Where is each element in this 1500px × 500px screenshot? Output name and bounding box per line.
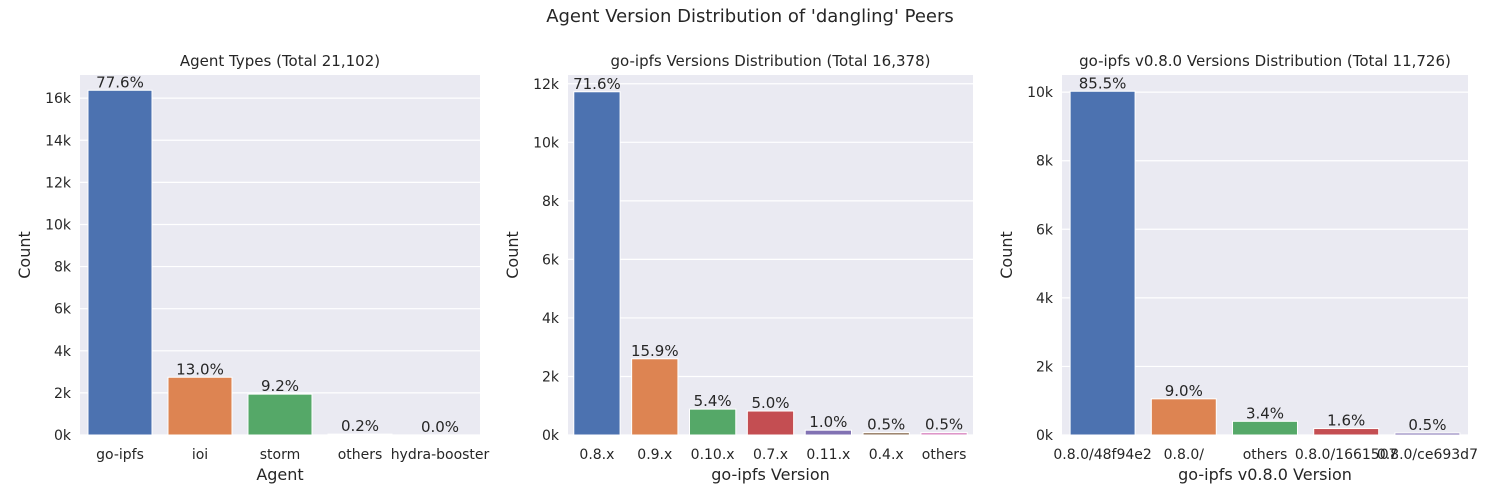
xtick-label: 0.8.0/1661507 xyxy=(1295,447,1398,463)
ytick-label: 6k xyxy=(54,302,72,318)
x-axis-label: go-ipfs v0.8.0 Version xyxy=(1178,465,1352,484)
bar-others xyxy=(1232,420,1298,436)
bar-ioi xyxy=(167,376,233,436)
xtick-label: others xyxy=(922,447,967,463)
bar-percent-label: 15.9% xyxy=(631,342,679,360)
x-axis-label: go-ipfs Version xyxy=(711,465,830,484)
bar-others xyxy=(327,433,393,436)
xtick-label: 0.8.0/ xyxy=(1164,447,1205,463)
ytick-label: 2k xyxy=(542,369,560,385)
ytick-label: 0k xyxy=(542,428,560,444)
ytick-label: 12k xyxy=(533,77,560,93)
ytick-label: 16k xyxy=(45,91,72,107)
bar-percent-label: 1.0% xyxy=(809,413,847,431)
ytick-label: 2k xyxy=(1036,359,1054,375)
ytick-label: 12k xyxy=(45,175,72,191)
xtick-label: others xyxy=(338,447,383,463)
bar-percent-label: 0.5% xyxy=(925,416,963,434)
xtick-label: 0.4.x xyxy=(869,447,904,463)
bar-percent-label: 0.2% xyxy=(341,417,379,435)
xtick-label: 0.8.x xyxy=(579,447,614,463)
bar-percent-label: 0.5% xyxy=(867,416,905,434)
ytick-label: 10k xyxy=(1027,85,1054,101)
ytick-label: 6k xyxy=(1036,222,1054,238)
bar-percent-label: 9.0% xyxy=(1165,382,1203,400)
bar-0-8-0-ce693d7 xyxy=(1394,432,1461,436)
bar-percent-label: 5.0% xyxy=(751,394,789,412)
xtick-label: hydra-booster xyxy=(391,447,490,463)
chart-title: go-ipfs v0.8.0 Versions Distribution (To… xyxy=(1079,52,1451,70)
xtick-label: go-ipfs xyxy=(96,447,144,463)
ytick-label: 4k xyxy=(54,344,72,360)
ytick-label: 10k xyxy=(533,135,560,151)
bar-percent-label: 85.5% xyxy=(1079,74,1127,92)
ytick-label: 0k xyxy=(1036,428,1054,444)
bar-0-11-x xyxy=(804,429,853,436)
ytick-label: 10k xyxy=(45,217,72,233)
y-axis-label: Count xyxy=(15,231,34,279)
ytick-label: 0k xyxy=(54,428,72,444)
y-axis-label: Count xyxy=(503,231,522,279)
bar-0-4-x xyxy=(862,432,910,436)
xtick-label: 0.9.x xyxy=(637,447,672,463)
bar-0-8-x xyxy=(573,91,621,436)
bar-0-8-0- xyxy=(1150,398,1217,436)
bar-percent-label: 77.6% xyxy=(96,73,144,91)
bar-percent-label: 0.5% xyxy=(1408,416,1446,434)
ytick-label: 8k xyxy=(1036,154,1054,170)
ytick-label: 4k xyxy=(542,311,560,327)
chart-title: Agent Types (Total 21,102) xyxy=(180,52,380,70)
xtick-label: others xyxy=(1243,447,1288,463)
ytick-label: 2k xyxy=(54,386,72,402)
xtick-label: ioi xyxy=(192,447,208,463)
ytick-label: 4k xyxy=(1036,291,1054,307)
ytick-label: 6k xyxy=(542,252,560,268)
ytick-label: 14k xyxy=(45,133,72,149)
figure-suptitle: Agent Version Distribution of 'dangling'… xyxy=(546,6,954,27)
ytick-label: 8k xyxy=(542,194,560,210)
bar-percent-label: 0.0% xyxy=(421,418,459,436)
bar-0-7-x xyxy=(746,410,795,436)
bar-percent-label: 5.4% xyxy=(694,392,732,410)
bar-percent-label: 71.6% xyxy=(573,75,621,93)
bar-others xyxy=(920,432,968,436)
xtick-label: storm xyxy=(260,447,301,463)
bar-percent-label: 1.6% xyxy=(1327,412,1365,430)
xtick-label: 0.7.x xyxy=(753,447,788,463)
bar-go-ipfs xyxy=(87,89,153,436)
bar-percent-label: 3.4% xyxy=(1246,404,1284,422)
chart-title: go-ipfs Versions Distribution (Total 16,… xyxy=(611,52,931,70)
bar-percent-label: 13.0% xyxy=(176,360,224,378)
xtick-label: 0.10.x xyxy=(691,447,735,463)
x-axis-label: Agent xyxy=(256,465,303,484)
xtick-label: 0.11.x xyxy=(806,447,850,463)
bar-0-10-x xyxy=(689,408,737,436)
xtick-label: 0.8.0/ce693d7 xyxy=(1377,447,1478,463)
xtick-label: 0.8.0/48f94e2 xyxy=(1053,447,1151,463)
bar-0-9-x xyxy=(631,358,679,436)
bar-0-8-0-48f94e2 xyxy=(1069,90,1136,436)
ytick-label: 8k xyxy=(54,260,72,276)
bar-0-8-0-1661507 xyxy=(1313,428,1380,436)
bar-storm xyxy=(247,393,313,436)
bar-percent-label: 9.2% xyxy=(261,377,299,395)
y-axis-label: Count xyxy=(997,231,1016,279)
